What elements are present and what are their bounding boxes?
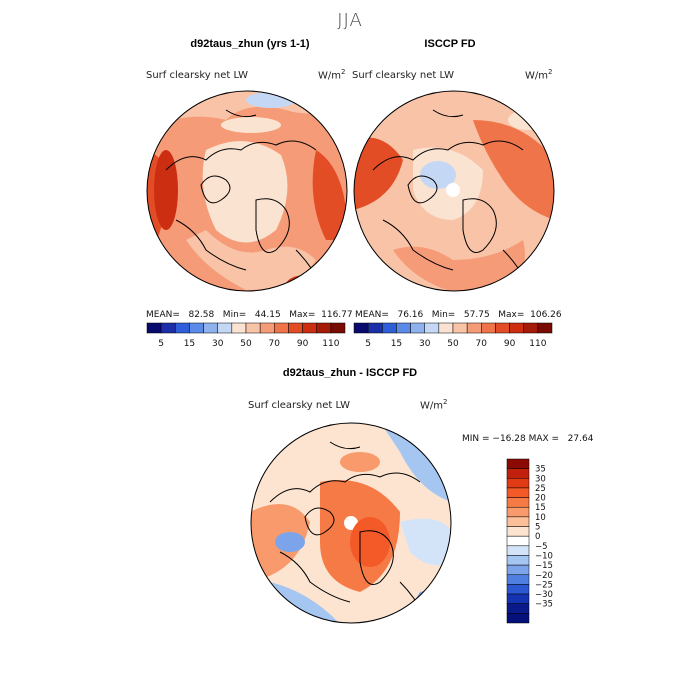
diff-colorbar-tick-label: −30 bbox=[535, 590, 553, 600]
diff-colorbar-tick-label: 35 bbox=[535, 465, 546, 475]
obs-colorbar-tick-label: 70 bbox=[476, 339, 488, 349]
diff-colorbar-swatch bbox=[506, 526, 530, 537]
diff-colorbar-swatch bbox=[506, 574, 530, 585]
obs-colorbar-swatch bbox=[424, 322, 440, 334]
model-colorbar-swatch bbox=[160, 322, 176, 334]
diff-colorbar-swatch bbox=[506, 468, 530, 479]
obs-colorbar-swatch bbox=[367, 322, 383, 334]
obs-colorbar-tick-label: 110 bbox=[529, 339, 546, 349]
diff-colorbar-swatch bbox=[506, 584, 530, 595]
obs-colorbar-tick-label: 15 bbox=[391, 339, 402, 349]
obs-colorbar-swatch bbox=[509, 322, 524, 334]
obs-colorbar-tick-label: 5 bbox=[365, 339, 371, 349]
model-colorbar-swatch bbox=[274, 322, 289, 334]
diff-colorbar-swatch bbox=[506, 458, 530, 469]
diff-colorbar-swatch bbox=[506, 506, 530, 518]
diff-colorbar-tick-label: 25 bbox=[535, 484, 546, 494]
diff-colorbar-swatch bbox=[506, 555, 530, 566]
diff-colorbar-tick-label: 10 bbox=[535, 513, 546, 523]
obs-panel-title: ISCCP FD bbox=[424, 38, 476, 50]
diff-colorbar-swatch bbox=[506, 603, 530, 614]
model-colorbar-swatch bbox=[259, 322, 275, 334]
diff-colorbar-swatch bbox=[506, 613, 530, 624]
model-colorbar-swatch bbox=[146, 322, 162, 334]
diff-colorbar-swatch bbox=[506, 497, 530, 508]
diff-colorbar-tick-label: −5 bbox=[535, 542, 548, 552]
diff-colorbar-swatch bbox=[506, 516, 530, 527]
obs-colorbar-tick-label: 90 bbox=[504, 339, 516, 349]
obs-colorbar-swatch bbox=[353, 322, 369, 334]
diff-colorbar-tick-label: 0 bbox=[535, 532, 540, 542]
obs-colorbar-swatch bbox=[537, 322, 553, 334]
obs-colorbar-swatch bbox=[495, 322, 510, 334]
diff-panel-variable: Surf clearsky net LW bbox=[248, 400, 351, 411]
model-panel-title: d92taus_zhun (yrs 1-1) bbox=[190, 38, 310, 50]
diff-colorbar-tick-label: −35 bbox=[535, 600, 553, 610]
model-colorbar-swatch bbox=[189, 322, 204, 334]
model-colorbar-swatch bbox=[302, 322, 317, 334]
obs-colorbar-tick-label: 50 bbox=[447, 339, 459, 349]
model-panel-variable: Surf clearsky net LW bbox=[146, 70, 249, 81]
model-colorbar-swatch bbox=[288, 322, 303, 334]
model-colorbar-swatch bbox=[203, 322, 218, 334]
diff-colorbar-tick-label: 20 bbox=[535, 494, 546, 504]
model-colorbar-swatch bbox=[316, 322, 332, 334]
diff-colorbar-tick-label: 30 bbox=[535, 474, 546, 484]
diff-colorbar-tick-label: −20 bbox=[535, 571, 553, 581]
model-polar-map bbox=[146, 90, 348, 292]
model-colorbar-tick-label: 110 bbox=[322, 339, 339, 349]
diff-colorbar-tick-label: 15 bbox=[535, 503, 546, 513]
season-title: JJA bbox=[337, 10, 363, 31]
model-colorbar-swatch bbox=[231, 322, 247, 334]
obs-colorbar-swatch bbox=[452, 322, 468, 334]
model-colorbar-tick-label: 30 bbox=[212, 339, 224, 349]
diff-colorbar-tick-label: −15 bbox=[535, 561, 553, 571]
diff-colorbar-tick-label: 5 bbox=[535, 523, 540, 533]
model-colorbar-swatch bbox=[217, 322, 233, 334]
obs-colorbar-tick-label: 30 bbox=[419, 339, 431, 349]
diff-panel-stats: MIN = −16.28 MAX = 27.64 bbox=[462, 434, 594, 444]
obs-colorbar: 51530507090110130 bbox=[353, 322, 553, 349]
model-colorbar-tick-label: 70 bbox=[269, 339, 281, 349]
obs-panel-variable: Surf clearsky net LW bbox=[352, 70, 455, 81]
model-colorbar-tick-label: 5 bbox=[158, 339, 164, 349]
obs-colorbar-swatch bbox=[410, 322, 425, 334]
diff-colorbar-swatch bbox=[506, 564, 530, 576]
obs-colorbar-swatch bbox=[438, 322, 454, 334]
model-colorbar-tick-label: 90 bbox=[297, 339, 309, 349]
obs-colorbar-swatch bbox=[396, 322, 411, 334]
diff-colorbar-swatch bbox=[506, 545, 530, 556]
diff-panel-units: W/m2 bbox=[420, 398, 448, 412]
model-colorbar-swatch bbox=[330, 322, 346, 334]
obs-colorbar-swatch bbox=[382, 322, 397, 334]
model-colorbar-swatch bbox=[175, 322, 190, 334]
diff-colorbar-swatch bbox=[506, 593, 530, 604]
diff-polar-map bbox=[250, 422, 452, 624]
model-panel-stats: MEAN= 82.58 Min= 44.15 Max= 116.77 bbox=[146, 310, 353, 320]
diff-colorbar-swatch bbox=[506, 487, 530, 498]
diff-colorbar-swatch bbox=[506, 478, 530, 489]
obs-colorbar-swatch bbox=[481, 322, 496, 334]
diff-colorbar-tick-label: −25 bbox=[535, 580, 553, 590]
diff-panel-title: d92taus_zhun - ISCCP FD bbox=[282, 367, 418, 379]
obs-polar-map bbox=[353, 90, 555, 292]
model-colorbar-swatch bbox=[245, 322, 261, 334]
model-panel-units: W/m2 bbox=[318, 68, 346, 82]
diff-colorbar-swatch bbox=[506, 535, 530, 547]
model-colorbar-tick-label: 50 bbox=[240, 339, 252, 349]
model-colorbar: 51530507090110130 bbox=[146, 322, 346, 349]
diff-colorbar-tick-label: −10 bbox=[535, 551, 553, 561]
obs-colorbar-swatch bbox=[523, 322, 539, 334]
obs-panel-units: W/m2 bbox=[525, 68, 553, 82]
model-colorbar-tick-label: 15 bbox=[184, 339, 195, 349]
obs-colorbar-swatch bbox=[466, 322, 482, 334]
obs-panel-stats: MEAN= 76.16 Min= 57.75 Max= 106.26 bbox=[355, 310, 562, 320]
